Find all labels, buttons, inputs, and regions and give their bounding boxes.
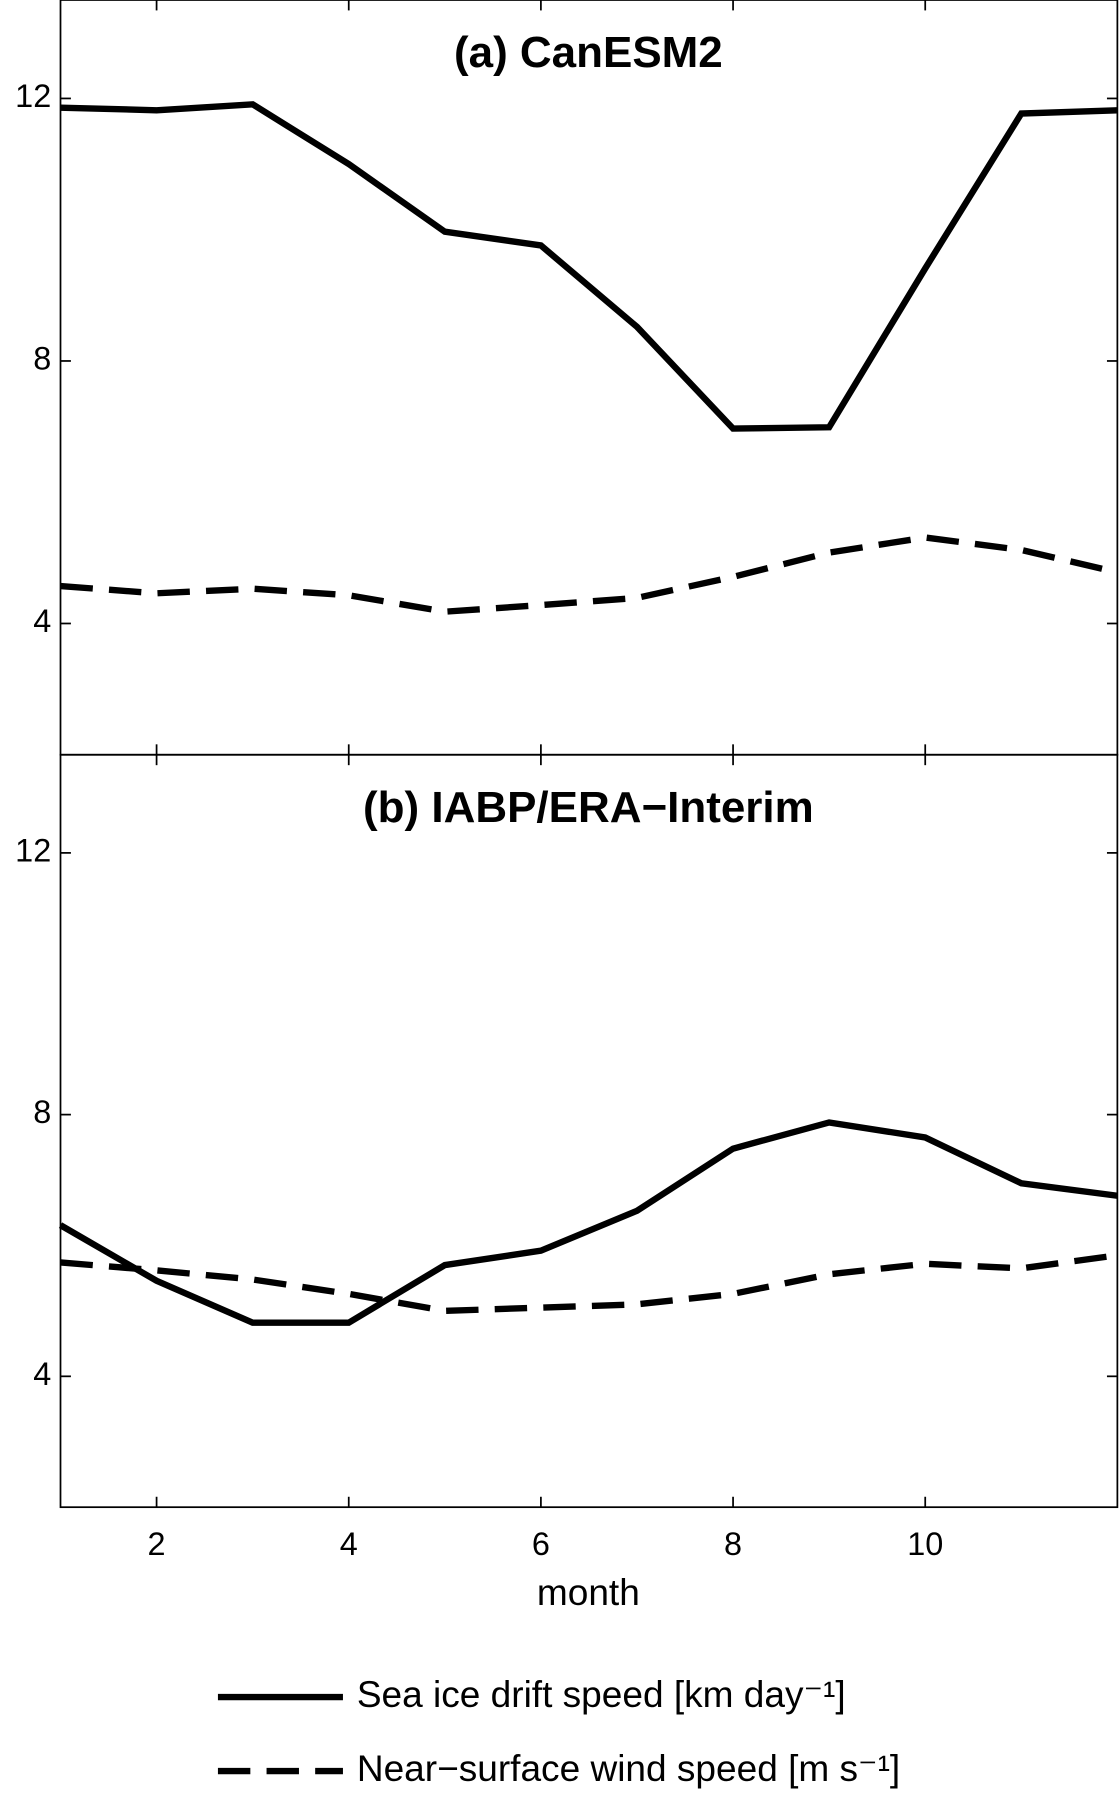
panel-title: (b) IABP/ERA−Interim [363,783,814,832]
y-tick-label: 12 [15,78,51,114]
x-axis-label: month [537,1571,640,1613]
data-line [60,101,1118,432]
y-tick-label: 8 [33,341,51,377]
y-tick-label: 8 [33,1094,51,1130]
panel-title: (a) CanESM2 [454,28,723,77]
legend-label: Near−surface wind speed [m s⁻¹] [357,1747,900,1789]
y-tick-label: 12 [15,832,51,868]
data-line [58,1119,1118,1326]
y-tick-label: 4 [33,1356,51,1392]
x-tick-label: 8 [724,1526,742,1562]
data-line [60,1252,1118,1315]
x-tick-label: 10 [907,1526,943,1562]
x-tick-label: 2 [148,1526,166,1562]
plot-frame [59,0,1119,756]
y-tick-label: 4 [33,603,51,639]
x-tick-label: 4 [340,1526,358,1562]
x-tick-label: 6 [532,1526,550,1562]
plot-frame [59,753,1119,1509]
legend-label: Sea ice drift speed [km day⁻¹] [357,1673,846,1715]
data-line [60,534,1119,615]
